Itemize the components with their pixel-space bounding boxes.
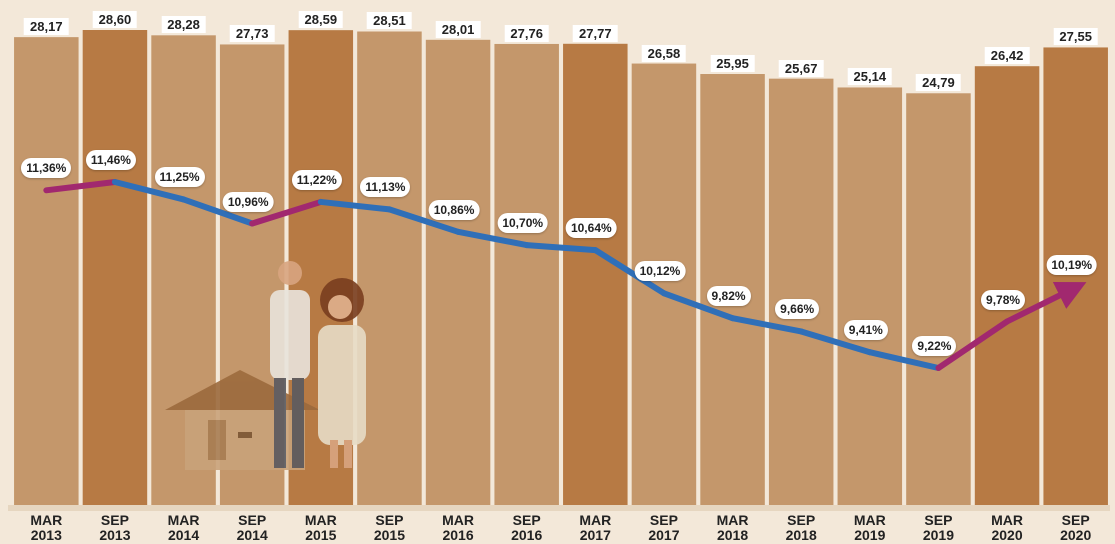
bar — [838, 87, 903, 505]
bar-value-label: 27,76 — [504, 25, 549, 42]
bar — [906, 93, 971, 505]
bar-value-label: 27,55 — [1053, 28, 1098, 45]
x-tick-label: SEP 2014 — [232, 513, 272, 543]
x-tick-label: MAR 2014 — [164, 513, 204, 543]
x-tick-label: MAR 2018 — [713, 513, 753, 543]
bar — [494, 44, 559, 505]
line-value-label: 9,82% — [707, 286, 751, 306]
bar-value-label: 27,73 — [230, 25, 275, 42]
bar-value-label: 25,95 — [710, 55, 755, 72]
line-value-label: 10,64% — [566, 218, 617, 238]
bar — [632, 64, 697, 505]
x-tick-label: SEP 2020 — [1056, 513, 1096, 543]
bar-value-label: 28,60 — [93, 11, 138, 28]
bar — [975, 66, 1040, 505]
bar-value-label: 24,79 — [916, 74, 961, 91]
x-tick-label: MAR 2016 — [438, 513, 478, 543]
line-value-label: 10,70% — [497, 213, 548, 233]
bar — [83, 30, 148, 505]
x-tick-label: MAR 2020 — [987, 513, 1027, 543]
line-value-label: 11,36% — [21, 158, 71, 178]
bar — [1043, 47, 1108, 505]
bar — [563, 44, 628, 505]
baseline-strip — [8, 505, 1110, 511]
bar-value-label: 25,67 — [779, 60, 824, 77]
bar-value-label: 28,01 — [436, 21, 481, 38]
x-tick-label: MAR 2017 — [575, 513, 615, 543]
x-tick-label: SEP 2017 — [644, 513, 684, 543]
x-tick-label: SEP 2019 — [918, 513, 958, 543]
x-tick-label: MAR 2015 — [301, 513, 341, 543]
x-tick-label: SEP 2016 — [507, 513, 547, 543]
line-value-label: 11,13% — [360, 177, 410, 197]
bar-value-label: 27,77 — [573, 25, 618, 42]
line-value-label: 10,96% — [223, 192, 274, 212]
line-value-label: 9,78% — [981, 290, 1025, 310]
line-value-label: 9,66% — [775, 299, 819, 319]
line-value-label: 10,86% — [429, 200, 480, 220]
line-value-label: 11,22% — [292, 170, 342, 190]
line-value-label: 11,25% — [155, 167, 205, 187]
bar-value-label: 28,28 — [161, 16, 206, 33]
line-value-label: 10,19% — [1046, 255, 1097, 275]
x-tick-label: MAR 2019 — [850, 513, 890, 543]
line-value-label: 9,41% — [844, 320, 888, 340]
bar — [14, 37, 79, 505]
x-tick-label: MAR 2013 — [26, 513, 66, 543]
bar-value-label: 26,42 — [985, 47, 1030, 64]
bar-value-label: 26,58 — [642, 45, 687, 62]
x-tick-label: SEP 2013 — [95, 513, 135, 543]
bar-value-label: 28,59 — [299, 11, 344, 28]
line-value-label: 9,22% — [912, 336, 956, 356]
bar-value-label: 28,51 — [367, 12, 412, 29]
line-value-label: 10,12% — [635, 261, 686, 281]
bar — [426, 40, 491, 505]
bar-value-label: 28,17 — [24, 18, 69, 35]
x-tick-label: SEP 2018 — [781, 513, 821, 543]
bar — [769, 79, 834, 505]
x-tick-label: SEP 2015 — [369, 513, 409, 543]
chart: 28,17 MAR 2013 28,60 SEP 2013 28,28 MAR 2014 2… — [0, 0, 1115, 544]
bar — [357, 31, 422, 505]
bar-value-label: 25,14 — [848, 68, 893, 85]
line-value-label: 11,46% — [86, 150, 136, 170]
